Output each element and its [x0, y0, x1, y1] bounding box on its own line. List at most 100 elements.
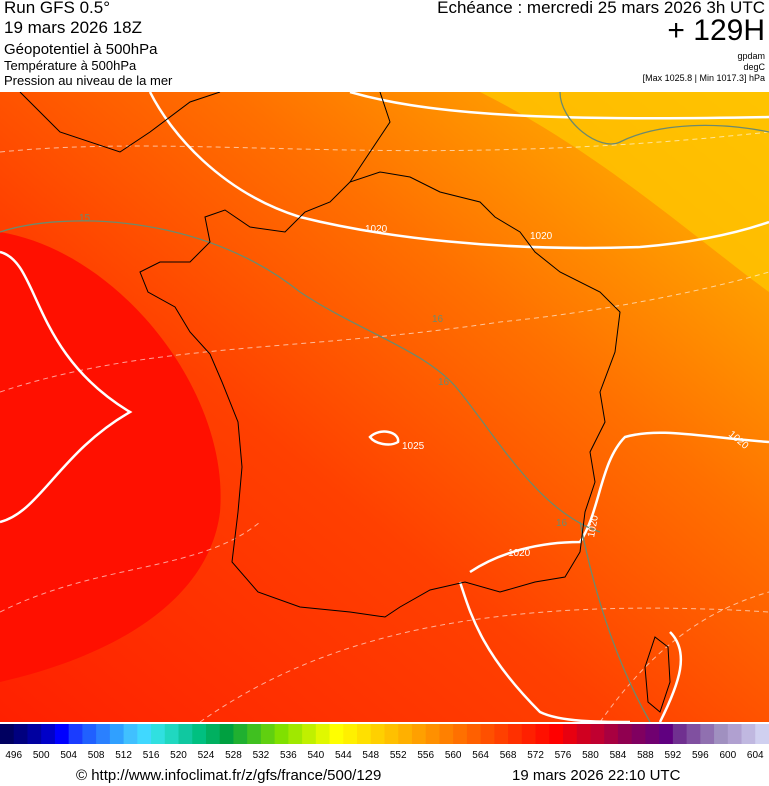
color-cell [453, 724, 468, 744]
color-cell [727, 724, 743, 744]
colorbar-label: 500 [33, 750, 50, 761]
colorbar-label: 568 [500, 750, 517, 761]
colorbar-label: 540 [307, 750, 324, 761]
colorbar-label: 596 [692, 750, 709, 761]
color-cell [357, 724, 372, 744]
color-cell [192, 724, 207, 744]
colorbar-label: 504 [60, 750, 77, 761]
colorbar-label: 508 [88, 750, 105, 761]
color-cell [274, 724, 289, 744]
field-band [0, 232, 221, 682]
color-cell [398, 724, 413, 744]
colorbar-label: 520 [170, 750, 187, 761]
contour-label: 16 [556, 518, 568, 529]
color-cell [96, 724, 111, 744]
color-cell [13, 724, 28, 744]
color-cell [0, 724, 15, 744]
color-cell [247, 724, 262, 744]
colorbar-label: 572 [527, 750, 544, 761]
color-cell [137, 724, 152, 744]
color-cell [576, 724, 591, 744]
colorbar-label: 532 [253, 750, 270, 761]
color-cell [425, 724, 440, 744]
temperature-isotherms [0, 92, 769, 722]
color-cell [302, 724, 317, 744]
colorbar-label: 600 [719, 750, 736, 761]
color-cell [68, 724, 83, 744]
color-cell [672, 724, 688, 744]
color-cell [700, 724, 715, 744]
field: Pression au niveau de la mer [4, 73, 173, 88]
lead-time: + 129H [667, 14, 765, 47]
color-cell [590, 724, 605, 744]
colorbar-label: 576 [555, 750, 572, 761]
color-cell [288, 724, 303, 744]
colorbar-label: 524 [198, 750, 215, 761]
color-cell [563, 724, 578, 744]
run-date: 19 mars 2026 18Z [4, 18, 142, 37]
color-cell [82, 724, 97, 744]
color-cell [466, 724, 482, 744]
colorbar-label: 588 [637, 750, 654, 761]
color-cell [604, 724, 619, 744]
unit: gpdam [737, 51, 765, 61]
run: Run GFS 0.5° [4, 0, 111, 17]
color-cell [123, 724, 138, 744]
isobars [0, 92, 769, 722]
color-cell [439, 724, 454, 744]
field: Géopotentiel à 500hPa [4, 41, 158, 58]
color-cell [27, 724, 42, 744]
color-cell [315, 724, 331, 744]
color-cell [755, 724, 769, 744]
unit: degC [743, 62, 765, 72]
contour-label: 16 [438, 377, 450, 388]
color-cell [494, 724, 509, 744]
color-cell [329, 724, 344, 744]
colorbar-label: 580 [582, 750, 599, 761]
contour-label: 1020 [508, 548, 531, 559]
color-cell [686, 724, 701, 744]
colorbar-label: 564 [472, 750, 489, 761]
color-cell [741, 724, 756, 744]
color-cell [549, 724, 564, 744]
color-cell [233, 724, 248, 744]
color-cell [205, 724, 221, 744]
colorbar-label: 560 [445, 750, 462, 761]
color-cell [384, 724, 399, 744]
color-cell [411, 724, 427, 744]
color-cell [164, 724, 180, 744]
color-cell [260, 724, 276, 744]
color-cell [151, 724, 166, 744]
colorbar-label: 544 [335, 750, 352, 761]
map: 1020 1020 1025 1020 1020 1020 16 16 16 1… [0, 92, 769, 722]
color-cell [645, 724, 660, 744]
colorbar-label: 584 [610, 750, 627, 761]
coastline [19, 92, 671, 713]
color-cell [54, 724, 70, 744]
colorbar-label: 556 [417, 750, 434, 761]
color-cell [343, 724, 358, 744]
colorbar: 496 500 504 508 512 516 520 524 528 532 536 540 544 5… [0, 724, 769, 761]
color-cell [219, 724, 234, 744]
field: Température à 500hPa [4, 58, 137, 73]
contour-label: 1020 [586, 514, 601, 538]
color-cell [535, 724, 550, 744]
colorbar-label: 516 [143, 750, 160, 761]
contour-label: 15 [79, 213, 91, 224]
color-cell [480, 724, 495, 744]
contour-label: 1020 [530, 231, 553, 242]
source-url: © http://www.infoclimat.fr/z/gfs/france/… [76, 767, 382, 784]
color-cell [617, 724, 633, 744]
colorbar-label: 528 [225, 750, 242, 761]
colorbar-label: 548 [362, 750, 379, 761]
contour-label: 1020 [365, 224, 388, 235]
color-cell [109, 724, 125, 744]
color-cell [521, 724, 537, 744]
colorbar-label: 496 [5, 750, 22, 761]
colorbar-label: 536 [280, 750, 297, 761]
colorbar-label: 604 [747, 750, 764, 761]
colorbar-label: 592 [665, 750, 682, 761]
contour-label: 1025 [402, 441, 425, 452]
contour-label: 16 [432, 314, 444, 325]
